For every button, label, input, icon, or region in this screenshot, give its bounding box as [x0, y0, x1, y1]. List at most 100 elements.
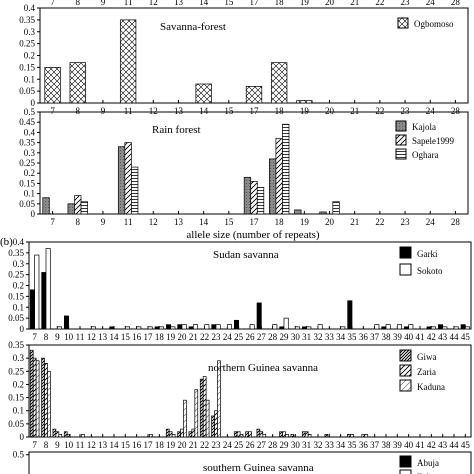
bar-oghara-18	[282, 123, 290, 215]
bar-giwa-23	[211, 415, 215, 438]
legend: Kajola Sapele1999 Oghara	[395, 120, 454, 160]
x-tick-label: 9	[55, 332, 60, 342]
bars	[44, 19, 313, 104]
bar-zaria-10	[66, 434, 71, 438]
bar-sapele1999-17	[250, 181, 258, 215]
bar-sokoto-19	[170, 326, 176, 330]
legend-swatch	[399, 455, 412, 468]
bar-sokoto-31	[306, 326, 312, 330]
bar-kajola-8	[67, 203, 75, 215]
y-tick-label: 0.5	[24, 107, 36, 117]
bar-giwa-35	[347, 434, 351, 438]
x-tick-label: 31	[302, 440, 311, 450]
y-tick-label: 0.1	[24, 74, 35, 84]
x-tick-label: 8	[76, 217, 81, 227]
legend-label: Kajola	[412, 122, 436, 132]
x-tick-label: 15	[121, 440, 131, 450]
y-tick-label: 0.4	[24, 3, 36, 13]
legend-label: Garki	[417, 249, 438, 259]
top-tick-label: 18	[275, 0, 285, 7]
x-tick-label: 16	[132, 440, 142, 450]
x-axis: 7 8 9 10 11 12 13 14 15 16 17 18 19 20 21 22 23 24 25 26 27 2…	[32, 434, 470, 450]
x-tick-label: 13	[174, 217, 184, 227]
bar-zaria-35	[350, 434, 354, 438]
bar-sokoto-20	[181, 324, 187, 330]
bar-kaduna-19	[171, 434, 176, 438]
bar-kaduna-29	[285, 434, 289, 438]
bar-sokoto-34	[340, 326, 346, 330]
x-tick-label: 34	[336, 332, 346, 342]
bar-sokoto-21	[192, 324, 198, 330]
bar-garki-29	[279, 326, 285, 330]
bar-sokoto-37	[374, 324, 380, 330]
x-tick-label: 36	[359, 332, 369, 342]
bar-sokoto-28	[272, 324, 278, 330]
legend-label: Abuja	[417, 458, 439, 468]
x-tick-label: 18	[275, 106, 285, 116]
x-tick-label: 20	[325, 106, 335, 116]
bar-sokoto-39	[396, 324, 402, 330]
bar-zaria-8	[44, 363, 48, 438]
x-tick-label: 21	[350, 217, 359, 227]
y-axis: 0.5	[13, 450, 29, 460]
x-tick-label: 28	[451, 106, 461, 116]
y-tick-label: 0.25	[8, 366, 24, 376]
bar-kaduna-8	[47, 370, 51, 438]
bar-zaria-23	[214, 410, 218, 438]
bar-giwa-21	[188, 431, 193, 438]
legend-swatch	[399, 246, 412, 259]
x-tick-label: 20	[178, 440, 188, 450]
bar-giwa-22	[199, 378, 204, 438]
x-tick-label: 14	[199, 217, 209, 227]
x-tick-label: 41	[416, 332, 425, 342]
x-tick-label: 7	[50, 106, 55, 116]
bar-sokoto-17	[147, 326, 153, 330]
bar-giwa-26	[245, 431, 249, 438]
legend: Ogbomoso	[397, 17, 454, 29]
y-tick-label: 0.2	[24, 51, 35, 61]
x-tick-label: 23	[401, 217, 411, 227]
x-axis: 7 8 9 11 12 13 14 15 17 18 19 20 21 22 23 24 28	[50, 211, 460, 227]
legend-swatch	[399, 379, 412, 392]
x-tick-label: 12	[149, 217, 158, 227]
x-tick-label: 11	[124, 217, 133, 227]
legend-swatch	[395, 148, 407, 160]
x-tick-label: 21	[189, 440, 198, 450]
x-axis: 7 8 9 10 11 12 13 14 15 16 17 18 19 20 21 22 23 24 25 26 27 2…	[32, 326, 470, 342]
bar-zaria-31	[304, 431, 309, 438]
bar-ogbomoso-8	[69, 62, 86, 104]
panel-subtitle: northern Guinea savanna	[208, 362, 318, 374]
top-tick-label: 17	[250, 0, 260, 7]
bar-kaduna-9	[58, 434, 63, 438]
y-tick-label: 0	[31, 98, 36, 108]
bar-ogbomoso-18	[271, 62, 288, 104]
legend-swatch	[399, 469, 412, 474]
bars	[29, 349, 369, 438]
bar-garki-42	[426, 326, 432, 330]
x-tick-label: 10	[64, 440, 74, 450]
bar-sokoto-8	[45, 248, 51, 330]
x-tick-label: 23	[401, 106, 411, 116]
top-tick-label: 9	[101, 0, 106, 7]
top-tick-label: 23	[401, 0, 411, 7]
x-tick-label: 12	[149, 106, 158, 116]
plot-frame	[28, 451, 472, 474]
bar-garki-18	[154, 326, 160, 330]
y-tick-label: 0.1	[13, 302, 24, 312]
y-tick-label: 0.3	[13, 259, 25, 269]
panel-sudan-savanna: (b) 00.050.10.150.20.250.30.350.4 7 8 9 10 1…	[0, 236, 472, 342]
bar-kaduna-31	[307, 434, 312, 438]
legend-label: Ilobu	[417, 472, 436, 474]
top-tick-label: 14	[199, 0, 209, 7]
y-tick-label: 0.25	[19, 158, 35, 168]
top-tick-label: 7	[50, 0, 55, 7]
bar-kaduna-36	[364, 434, 369, 438]
x-tick-label: 25	[234, 332, 244, 342]
panel-label: (b)	[0, 236, 13, 248]
panel-subtitle: Sudan savanna	[213, 249, 279, 261]
x-tick-label: 18	[155, 440, 165, 450]
x-tick-label: 11	[124, 106, 133, 116]
top-tick-label: 22	[375, 0, 384, 7]
bar-kajola-19	[294, 209, 302, 215]
bar-sokoto-29	[283, 317, 289, 330]
